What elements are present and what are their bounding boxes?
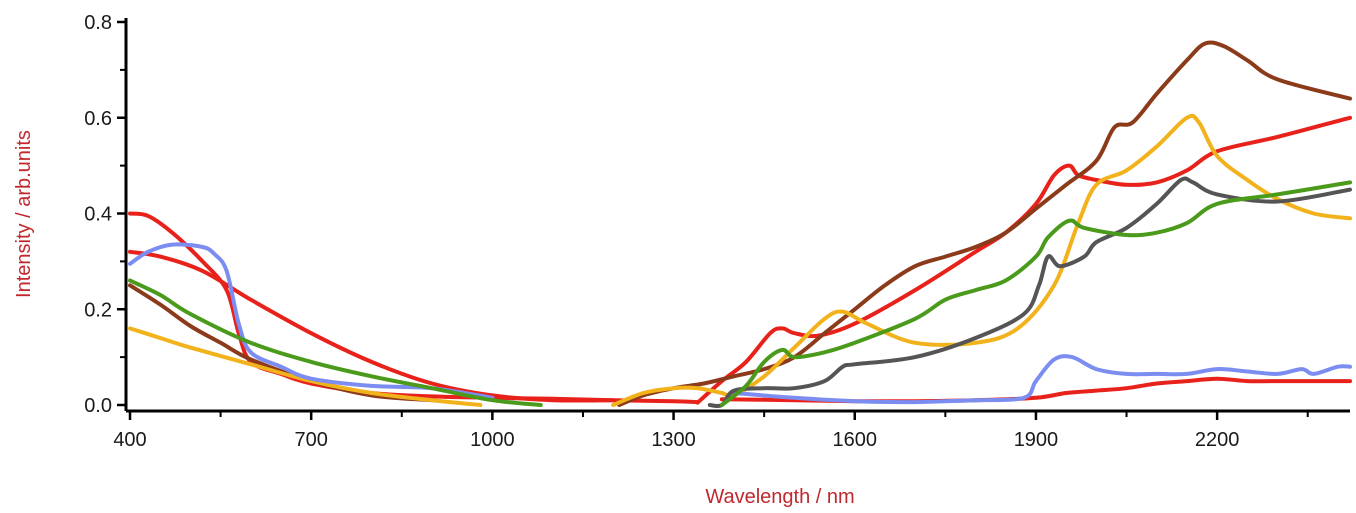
tick-layer: 400 700 1000 1300 1600 1900 2200 0.0 0.2 0.4 0.6 0.… xyxy=(84,12,1309,451)
y-tick-label: 0.4 xyxy=(84,204,112,226)
series-line-12 xyxy=(128,278,543,407)
series-line-11 xyxy=(707,176,1352,409)
series-line-1 xyxy=(128,211,700,405)
x-tick-label: 400 xyxy=(113,429,146,451)
x-tick-label: 2200 xyxy=(1195,429,1240,451)
axes-layer xyxy=(124,18,1350,413)
x-tick-label: 1000 xyxy=(470,429,515,451)
x-tick-label: 1300 xyxy=(651,429,696,451)
y-tick-label: 0.8 xyxy=(84,12,112,34)
x-tick-label: 1600 xyxy=(833,429,878,451)
series-line-8 xyxy=(611,113,1352,407)
series-line-3 xyxy=(128,249,616,403)
series-line-7 xyxy=(128,326,483,407)
y-tick-label: 0.6 xyxy=(84,108,112,130)
x-tick-label: 700 xyxy=(295,429,328,451)
y-tick-label: 0.0 xyxy=(84,395,112,417)
x-axis-title: Wavelength / nm xyxy=(705,486,854,508)
series-line-5 xyxy=(128,283,434,403)
series-line-10 xyxy=(732,354,1352,405)
x-tick-label: 1900 xyxy=(1014,429,1059,451)
series-line-9 xyxy=(128,242,495,400)
series-layer xyxy=(128,40,1352,409)
series-line-2 xyxy=(695,115,1352,405)
y-tick-label: 0.2 xyxy=(84,299,112,321)
series-line-13 xyxy=(719,180,1352,407)
y-axis-title: Intensity / arb.units xyxy=(13,130,35,298)
series-line-6 xyxy=(617,40,1352,407)
